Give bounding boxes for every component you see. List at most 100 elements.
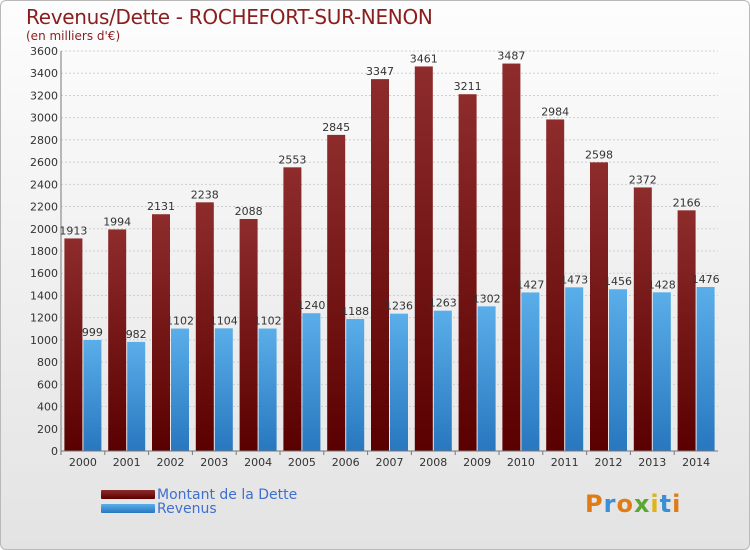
x-tick-label: 2006 <box>332 456 360 469</box>
legend-label-dette: Montant de la Dette <box>157 487 298 503</box>
x-tick-label: 2012 <box>595 456 623 469</box>
y-tick-label: 1400 <box>30 289 58 302</box>
y-tick-label: 1000 <box>30 334 58 347</box>
y-tick-label: 800 <box>37 356 58 369</box>
logo-letter: i <box>672 490 682 518</box>
data-label-dette: 2553 <box>278 153 306 166</box>
bar-revenus <box>565 287 584 451</box>
bar-dette <box>239 219 258 451</box>
logo-letter: x <box>633 490 651 518</box>
y-tick-label: 0 <box>51 445 58 458</box>
data-label-revenus: 1240 <box>297 299 325 312</box>
legend-swatch-dette <box>101 490 155 499</box>
y-tick-label: 2200 <box>30 201 58 214</box>
chart-title: Revenus/Dette - ROCHEFORT-SUR-NENON <box>26 5 433 29</box>
y-tick-label: 1200 <box>30 312 58 325</box>
bar-dette <box>327 134 346 451</box>
bar-dette <box>283 167 302 452</box>
legend-swatch-revenus <box>101 504 155 513</box>
bar-dette <box>502 63 521 452</box>
bar-revenus <box>214 328 233 451</box>
data-label-dette: 2845 <box>322 121 350 134</box>
data-label-dette: 2238 <box>191 188 219 201</box>
bar-revenus <box>390 313 408 451</box>
x-tick-label: 2009 <box>463 456 491 469</box>
bar-revenus <box>652 292 671 451</box>
y-tick-label: 1800 <box>30 245 58 258</box>
data-label-dette: 2088 <box>235 205 263 218</box>
data-label-dette: 2166 <box>673 196 701 209</box>
bar-dette <box>371 79 389 451</box>
data-label-revenus: 1102 <box>166 315 194 328</box>
data-label-revenus: 1427 <box>516 278 544 291</box>
bar-dette <box>633 187 652 451</box>
bar-dette <box>677 210 696 451</box>
y-tick-label: 200 <box>37 423 58 436</box>
legend-label-revenus: Revenus <box>157 501 217 517</box>
bar-revenus <box>696 287 715 451</box>
y-tick-label: 3600 <box>30 45 58 58</box>
y-tick-label: 3000 <box>30 112 58 125</box>
data-label-dette: 3487 <box>497 50 525 63</box>
y-tick-label: 2600 <box>30 156 58 169</box>
bar-revenus <box>83 340 102 451</box>
y-tick-label: 1600 <box>30 267 58 280</box>
x-tick-label: 2004 <box>244 456 272 469</box>
logo-letter: t <box>659 490 673 518</box>
bar-dette <box>414 66 433 451</box>
bar-dette <box>546 119 565 451</box>
bar-revenus <box>521 292 540 451</box>
bar-revenus <box>433 310 452 451</box>
logo-letter: P <box>585 490 604 518</box>
x-tick-label: 2005 <box>288 456 316 469</box>
x-tick-label: 2007 <box>376 456 404 469</box>
data-label-revenus: 1263 <box>429 297 457 310</box>
x-tick-label: 2008 <box>419 456 447 469</box>
bar-revenus <box>609 289 627 451</box>
data-label-revenus: 1428 <box>648 278 676 291</box>
bar-dette <box>108 229 127 451</box>
x-tick-label: 2011 <box>551 456 579 469</box>
bar-dette <box>458 94 477 451</box>
data-label-revenus: 1456 <box>604 275 632 288</box>
bar-dette <box>590 162 608 452</box>
bar-revenus <box>171 328 189 451</box>
bar-dette <box>152 214 170 451</box>
y-tick-label: 3400 <box>30 67 58 80</box>
data-label-revenus: 1473 <box>560 273 588 286</box>
proxiti-logo: Proxiti <box>585 490 681 518</box>
data-label-dette: 3211 <box>454 80 482 93</box>
x-tick-label: 2003 <box>200 456 228 469</box>
data-label-revenus: 999 <box>82 326 103 339</box>
bar-revenus <box>477 306 496 451</box>
x-tick-label: 2010 <box>507 456 535 469</box>
x-tick-label: 2014 <box>682 456 710 469</box>
data-label-revenus: 1476 <box>692 273 720 286</box>
data-label-revenus: 982 <box>126 328 147 341</box>
data-label-revenus: 1236 <box>385 300 413 313</box>
y-tick-label: 2400 <box>30 178 58 191</box>
bar-dette <box>64 238 83 451</box>
chart-subtitle: (en milliers d'€) <box>26 29 121 43</box>
data-label-dette: 3347 <box>366 65 394 78</box>
data-label-dette: 2372 <box>629 173 657 186</box>
x-tick-label: 2013 <box>638 456 666 469</box>
y-tick-label: 2000 <box>30 223 58 236</box>
y-tick-label: 600 <box>37 378 58 391</box>
bar-revenus <box>127 341 146 451</box>
data-label-dette: 2984 <box>541 105 569 118</box>
logo-letter: r <box>603 490 617 518</box>
x-tick-label: 2002 <box>157 456 185 469</box>
data-label-dette: 1994 <box>103 215 131 228</box>
x-tick-label: 2001 <box>113 456 141 469</box>
data-label-revenus: 1188 <box>341 305 369 318</box>
logo-letter: o <box>616 490 634 518</box>
y-tick-label: 400 <box>37 401 58 414</box>
y-tick-label: 3200 <box>30 89 58 102</box>
logo-letter: i <box>650 490 660 518</box>
bar-revenus <box>258 328 277 451</box>
y-tick-label: 2800 <box>30 134 58 147</box>
data-label-revenus: 1302 <box>473 292 501 305</box>
